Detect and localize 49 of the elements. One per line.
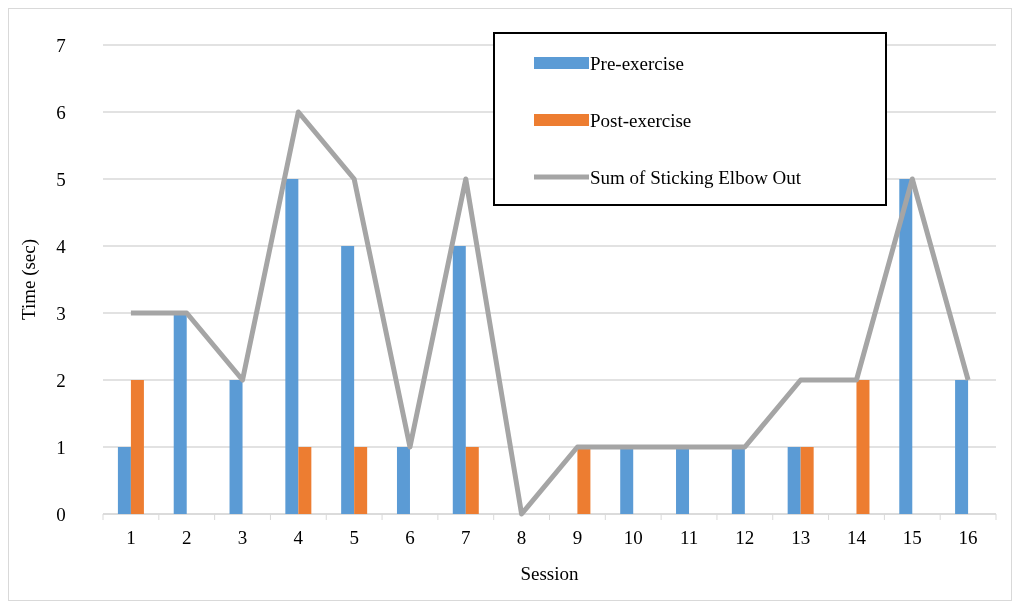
bar <box>577 447 591 514</box>
y-tick-label: 6 <box>56 101 66 123</box>
x-tick-label: 6 <box>405 527 415 548</box>
x-tick-label: 12 <box>735 527 755 548</box>
x-tick-label: 10 <box>623 527 643 548</box>
y-tick-label: 7 <box>56 34 66 56</box>
y-tick-label: 1 <box>56 436 66 458</box>
y-tick-label: 2 <box>56 369 66 391</box>
bar <box>396 447 410 514</box>
x-tick-label: 5 <box>349 527 359 548</box>
bar <box>354 447 368 514</box>
y-tick-label: 3 <box>56 302 66 324</box>
bar <box>298 447 312 514</box>
x-tick-label: 14 <box>846 527 867 548</box>
bar <box>676 447 690 514</box>
bar <box>465 447 479 514</box>
bar <box>731 447 745 514</box>
legend-label: Post-exercise <box>590 109 692 131</box>
y-axis-title: Time (sec) <box>18 238 40 321</box>
bar <box>117 447 131 514</box>
y-tick-label: 5 <box>56 168 66 190</box>
x-tick-label: 9 <box>572 527 583 548</box>
legend-label: Sum of Sticking Elbow Out <box>590 166 802 188</box>
bar <box>130 380 144 514</box>
y-tick-label: 4 <box>56 235 67 257</box>
bar <box>787 447 801 514</box>
x-tick-label: 7 <box>461 527 471 548</box>
bar <box>620 447 634 514</box>
legend-label: Pre-exercise <box>590 52 684 74</box>
x-axis-title: Session <box>520 563 580 584</box>
bar <box>899 179 913 514</box>
bar <box>173 313 187 514</box>
bar <box>285 179 299 514</box>
bar <box>856 380 870 514</box>
bar <box>341 246 355 514</box>
x-tick-label: 4 <box>293 527 304 548</box>
x-tick-label: 3 <box>237 527 248 548</box>
x-tick-label: 15 <box>902 527 922 548</box>
bar <box>955 380 969 514</box>
bar <box>800 447 814 514</box>
x-tick-label: 11 <box>679 527 699 548</box>
x-tick-label: 2 <box>181 527 192 548</box>
bar <box>452 246 466 514</box>
x-tick-label: 1 <box>126 527 136 548</box>
x-tick-label: 8 <box>516 527 527 548</box>
x-tick-label: 13 <box>791 527 811 548</box>
x-tick-label: 16 <box>958 527 978 548</box>
y-tick-label: 0 <box>56 503 66 525</box>
bar <box>229 380 243 514</box>
